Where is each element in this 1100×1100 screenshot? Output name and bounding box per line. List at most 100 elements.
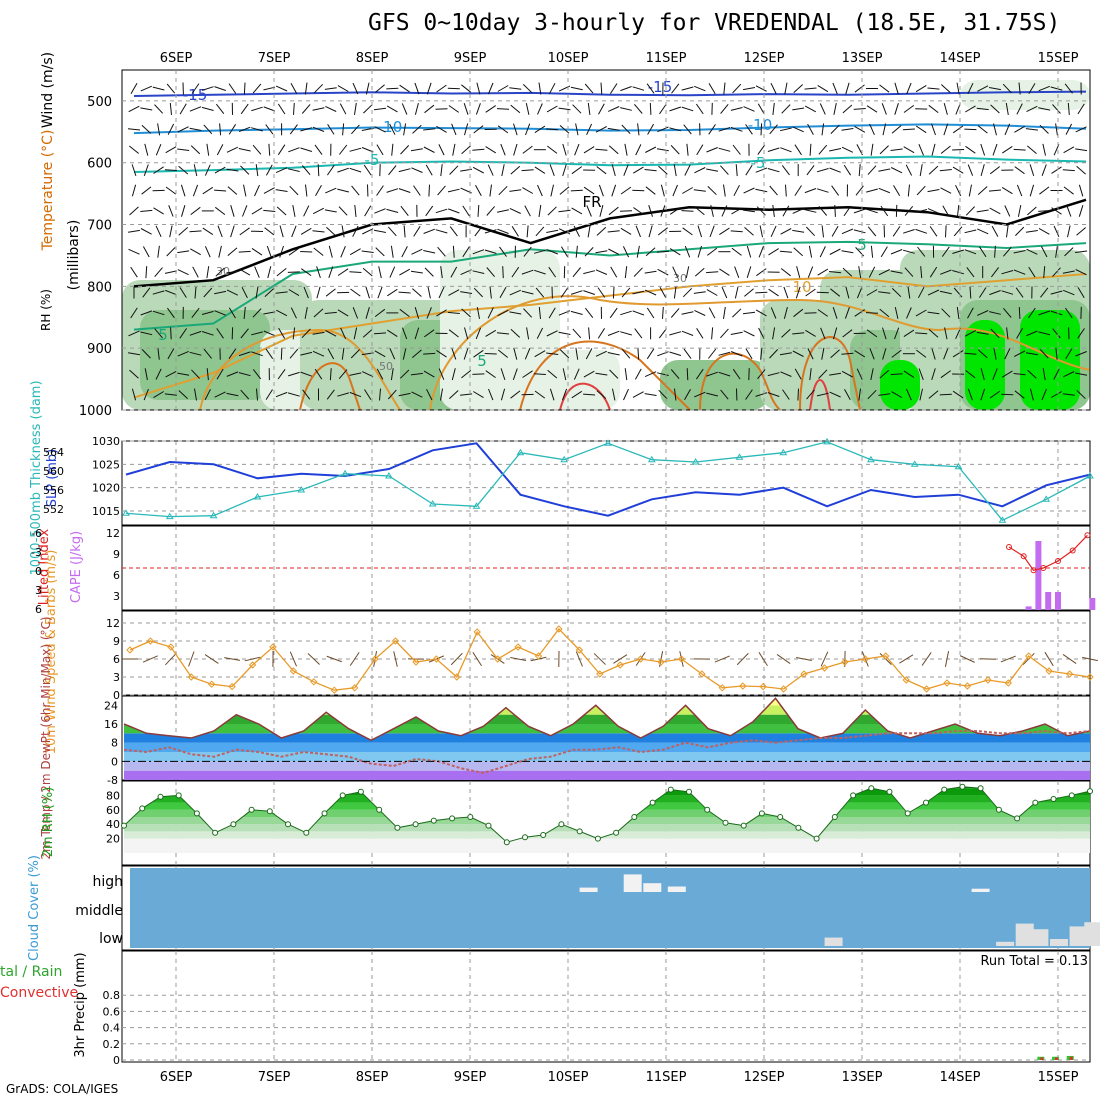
wind-barb bbox=[697, 225, 703, 238]
wind-barb bbox=[939, 169, 952, 172]
wind-barb bbox=[1001, 290, 1014, 295]
wind-barb bbox=[449, 390, 459, 399]
wind-barb bbox=[206, 143, 210, 156]
wind-barb bbox=[486, 267, 495, 278]
wind-barb bbox=[927, 87, 940, 90]
wind-barb bbox=[662, 306, 664, 319]
wind-barb bbox=[891, 349, 902, 358]
wind-barb bbox=[328, 245, 333, 258]
wind-barb bbox=[522, 145, 533, 154]
wind-barb bbox=[462, 246, 470, 258]
wind-barb bbox=[165, 186, 177, 195]
cloud-low-bar bbox=[1030, 929, 1049, 946]
wind-barb bbox=[386, 105, 398, 113]
wind-barb bbox=[732, 308, 742, 318]
wind-barb bbox=[550, 184, 554, 197]
wind-barb bbox=[143, 164, 149, 176]
wind-barb bbox=[903, 146, 915, 154]
wind-barb bbox=[164, 393, 177, 396]
wind-barb bbox=[1062, 393, 1075, 396]
wind-barb bbox=[314, 368, 323, 380]
wind-barb bbox=[177, 350, 189, 357]
wind-barb bbox=[869, 123, 875, 136]
wind-barb bbox=[768, 288, 779, 297]
wind-barb bbox=[841, 370, 853, 378]
wind-barb bbox=[940, 84, 951, 93]
wind-barb bbox=[472, 148, 485, 151]
rh-marker bbox=[248, 806, 255, 813]
wind10m-marker bbox=[310, 678, 318, 686]
rh-marker bbox=[667, 786, 674, 793]
wind-barb bbox=[251, 331, 263, 336]
wind-barb bbox=[265, 389, 273, 400]
wind-barb bbox=[1001, 186, 1013, 195]
wind-barb bbox=[916, 349, 927, 358]
thickness-marker bbox=[1086, 472, 1094, 479]
wind-barb bbox=[633, 267, 643, 277]
rh-blob bbox=[960, 80, 1090, 110]
rh-marker bbox=[886, 788, 893, 795]
rh-marker bbox=[941, 786, 948, 793]
wind-barb bbox=[558, 331, 571, 335]
wind-barb bbox=[352, 225, 359, 237]
li-marker bbox=[1040, 565, 1047, 571]
wind-barb bbox=[473, 287, 483, 298]
wind-barb bbox=[819, 103, 826, 115]
wind-barb bbox=[1016, 184, 1023, 197]
wind10m-marker bbox=[1004, 679, 1013, 687]
date-label-bottom: 10SEP bbox=[548, 1070, 589, 1085]
wind-barb bbox=[891, 391, 903, 398]
wind-barb bbox=[427, 286, 431, 299]
wind-barb bbox=[583, 270, 596, 275]
wind-barb bbox=[890, 249, 903, 255]
cape-bar bbox=[1089, 598, 1096, 610]
wind-barb bbox=[1055, 347, 1058, 360]
wind-barb bbox=[374, 350, 386, 358]
wind-barb bbox=[718, 351, 731, 356]
wind-barb bbox=[732, 83, 742, 94]
rh-band bbox=[124, 802, 1090, 810]
wind-barb bbox=[783, 306, 788, 319]
wind-barb bbox=[805, 329, 816, 337]
wind-barb bbox=[695, 368, 704, 380]
wind-barb bbox=[287, 392, 300, 397]
wind10m-marker bbox=[1024, 652, 1033, 660]
wind-barb bbox=[350, 288, 361, 297]
wind-barb bbox=[767, 372, 780, 377]
wind-barb bbox=[169, 102, 172, 115]
wind-barb bbox=[157, 245, 160, 258]
contour-label: 5 bbox=[158, 326, 168, 344]
wind10m-barb bbox=[776, 654, 791, 664]
wind-barb bbox=[1050, 86, 1063, 91]
wind-barb bbox=[760, 123, 763, 136]
wind-barb bbox=[449, 165, 459, 175]
wind-barb bbox=[571, 207, 583, 215]
wind-barb bbox=[510, 165, 521, 175]
wind-barb bbox=[337, 309, 349, 317]
wind-barb bbox=[524, 205, 531, 217]
rh-marker bbox=[758, 810, 765, 817]
wind-barb bbox=[169, 225, 173, 238]
wind-barb bbox=[744, 227, 754, 236]
rh-marker bbox=[904, 810, 911, 817]
wind-barb bbox=[1040, 287, 1049, 298]
wind-barb bbox=[538, 82, 542, 95]
wind-barb bbox=[779, 250, 792, 253]
wind-barb bbox=[192, 184, 199, 197]
wind-barb bbox=[595, 126, 607, 133]
wind-barb bbox=[509, 311, 522, 315]
wind-barb bbox=[584, 247, 594, 257]
wind-barb bbox=[732, 368, 741, 380]
wind-barb bbox=[694, 206, 705, 216]
wind-barb bbox=[779, 352, 792, 356]
precip-tick-label: 0.4 bbox=[103, 1022, 121, 1035]
wind-barb bbox=[252, 308, 262, 318]
wind-barb bbox=[562, 164, 567, 177]
contour-label: 5 bbox=[857, 236, 867, 254]
wind-barb bbox=[204, 246, 211, 258]
wind-barb bbox=[988, 189, 1002, 192]
cloud-low-bar bbox=[1050, 939, 1068, 946]
wind-barb bbox=[300, 371, 312, 377]
wind-barb bbox=[437, 185, 446, 196]
wind-barb bbox=[145, 266, 148, 279]
